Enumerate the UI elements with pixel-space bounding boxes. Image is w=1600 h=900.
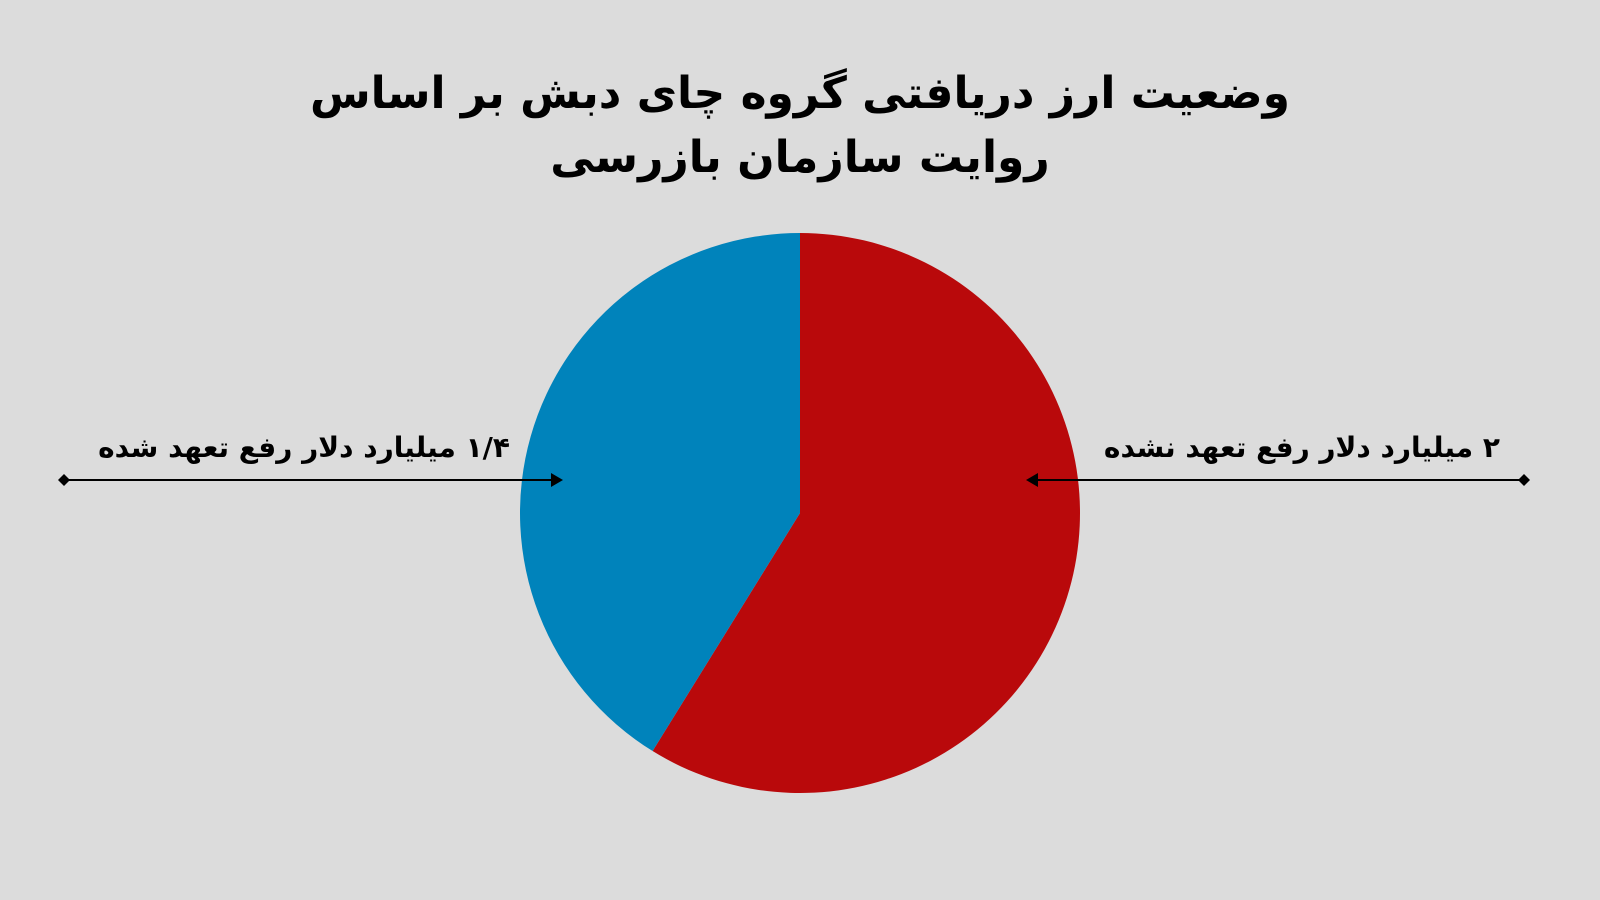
leader-end xyxy=(58,474,70,486)
pie-slice xyxy=(520,233,800,752)
data-label: ۲ میلیارد دلار رفع تعهد نشده xyxy=(1104,431,1500,464)
leader-arrow xyxy=(551,473,563,487)
leader-end xyxy=(1518,474,1530,486)
leader-arrow xyxy=(1026,473,1038,487)
data-label: ۱/۴ میلیارد دلار رفع تعهد شده xyxy=(98,431,510,464)
chart-title: وضعیت ارز دریافتی گروه چای دبش بر اساس ر… xyxy=(309,68,1291,183)
pie-slice xyxy=(652,233,1080,793)
